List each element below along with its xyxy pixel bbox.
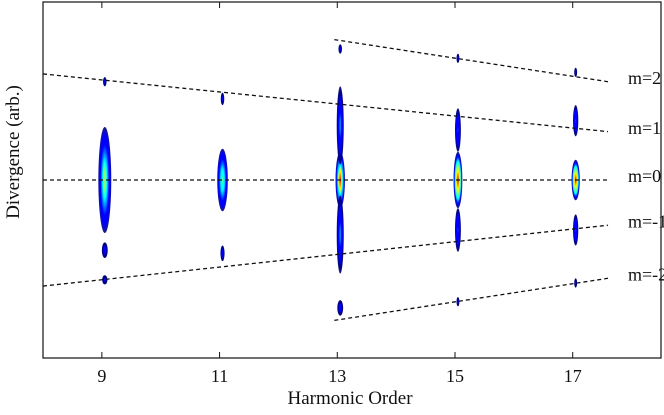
plot-frame <box>42 1 662 359</box>
harmonic-17-spot-2 <box>573 214 579 246</box>
order-label-1: m=1 <box>628 118 661 138</box>
order-label-3: m=-1 <box>628 211 664 231</box>
x-tick-label-1: 11 <box>211 366 228 386</box>
harmonic-13-spot-4 <box>338 44 342 54</box>
order-label-4: m=-2 <box>628 264 664 284</box>
harmonic-11-spot-2 <box>220 92 225 106</box>
harmonic-15-spot-2 <box>455 208 461 252</box>
harmonic-13-spot-2 <box>336 195 344 274</box>
x-axis-label: Harmonic Order <box>287 388 413 409</box>
harmonic-15-spot-3 <box>456 297 460 307</box>
order-line-4 <box>334 277 609 322</box>
order-line-0 <box>334 38 609 83</box>
order-line-3 <box>42 224 609 287</box>
harmonic-15-spot-4 <box>456 53 460 63</box>
harmonic-13-spot-1 <box>336 86 344 165</box>
harmonic-9-spot-0 <box>98 126 112 234</box>
harmonic-15-spot-1 <box>455 108 461 152</box>
diffraction-order-lines <box>42 38 609 322</box>
order-label-2: m=0 <box>628 166 661 186</box>
order-labels: m=2 m=1 m=0 m=-1 m=-2 <box>628 68 664 285</box>
harmonic-17-spot-4 <box>574 67 578 78</box>
x-tick-label-2: 13 <box>328 366 346 386</box>
order-label-0: m=2 <box>628 68 661 88</box>
harmonic-17-spot-1 <box>573 105 579 137</box>
harmonic-11-spot-1 <box>220 245 225 262</box>
harmonic-9-spot-2 <box>102 275 108 285</box>
x-tick-label-4: 17 <box>564 366 582 386</box>
x-axis-ticks: 9 11 13 15 17 <box>97 2 582 386</box>
harmonic-13-spot-3 <box>337 300 344 316</box>
harmonic-9-spot-3 <box>103 77 107 87</box>
harmonic-9-spot-1 <box>101 242 108 258</box>
harmonic-17-spot-3 <box>574 278 578 288</box>
x-tick-label-3: 15 <box>446 366 464 386</box>
harmonic-spots <box>98 44 580 316</box>
x-tick-label-0: 9 <box>97 366 106 386</box>
order-line-1 <box>42 73 609 133</box>
harmonic-11-spot-0 <box>217 148 228 212</box>
y-axis-label: Divergence (arb.) <box>3 85 24 219</box>
